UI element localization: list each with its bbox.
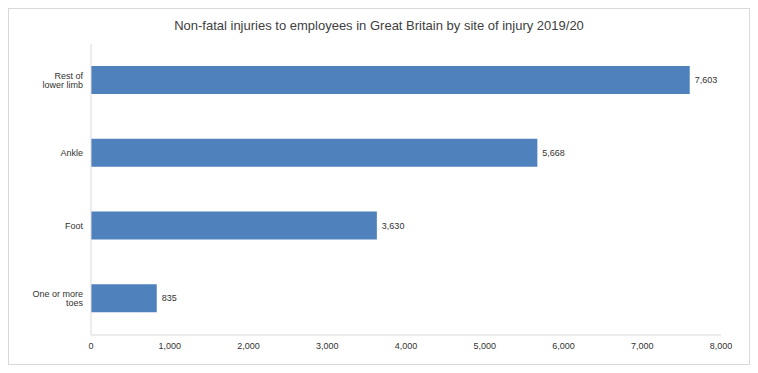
svg-text:2,000: 2,000 — [237, 341, 260, 351]
svg-text:3,630: 3,630 — [382, 221, 405, 231]
svg-text:5,668: 5,668 — [542, 148, 565, 158]
svg-text:4,000: 4,000 — [395, 341, 418, 351]
svg-text:7,000: 7,000 — [631, 341, 654, 351]
svg-text:5,000: 5,000 — [473, 341, 496, 351]
svg-text:8,000: 8,000 — [710, 341, 733, 351]
html-text:Non-fatal injuries to employee: Non-fatal injuries to employees in Great… — [174, 18, 584, 33]
svg-text:Ankle: Ankle — [60, 148, 83, 158]
svg-text:6,000: 6,000 — [552, 341, 575, 351]
svg-text:One or moretoes: One or moretoes — [32, 289, 83, 308]
svg-text:7,603: 7,603 — [695, 75, 718, 85]
svg-text:0: 0 — [88, 341, 93, 351]
svg-text:1,000: 1,000 — [158, 341, 181, 351]
svg-text:835: 835 — [162, 293, 177, 303]
svg-text:Foot: Foot — [65, 221, 84, 231]
svg-text:3,000: 3,000 — [316, 341, 339, 351]
svg-text:Rest oflower limb: Rest oflower limb — [42, 71, 83, 90]
